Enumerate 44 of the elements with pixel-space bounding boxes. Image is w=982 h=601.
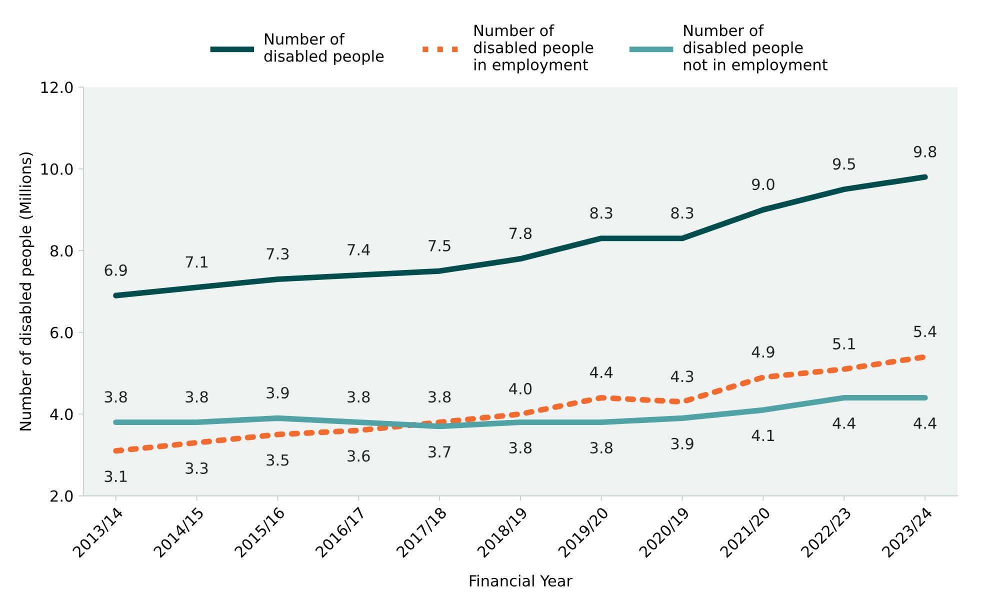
- data-label: 3.8: [509, 442, 532, 454]
- data-label: 8.3: [671, 207, 694, 219]
- data-label: 4.9: [752, 346, 774, 358]
- y-tick-label: 10.0: [41, 163, 73, 175]
- data-label: 5.1: [833, 338, 855, 350]
- data-label: 4.1: [752, 430, 774, 442]
- y-tick-label: 8.0: [50, 245, 73, 257]
- data-label: 4.0: [509, 382, 532, 394]
- data-label: 4.4: [832, 418, 856, 429]
- data-label: 7.8: [510, 228, 532, 240]
- data-label: 6.9: [104, 264, 127, 276]
- data-label: 4.4: [590, 366, 613, 378]
- data-label: 3.3: [186, 462, 208, 474]
- legend-label: Number of disabled people: [264, 32, 384, 65]
- legend-label: Number of disabled people in employment: [474, 24, 594, 74]
- y-tick-label: 4.0: [50, 408, 73, 420]
- x-axis-title: Financial Year: [470, 574, 573, 587]
- y-tick-label: 2.0: [50, 490, 73, 502]
- data-label: 3.8: [186, 391, 208, 403]
- data-label: 7.4: [348, 244, 370, 256]
- data-label: 9.8: [914, 146, 936, 158]
- legend-label: Number of disabled people not in employment: [683, 24, 828, 74]
- data-label: 3.8: [104, 391, 127, 403]
- data-label: 7.1: [186, 256, 208, 268]
- y-axis-title: Number of disabled people (Millions): [19, 152, 34, 430]
- data-label: 3.8: [348, 391, 370, 403]
- data-label: 3.8: [590, 442, 612, 454]
- data-label: 9.5: [832, 158, 855, 170]
- data-label: 9.0: [752, 178, 774, 190]
- data-label: 3.9: [671, 438, 694, 450]
- data-label: 7.3: [266, 248, 289, 260]
- data-label: 3.7: [428, 446, 450, 458]
- data-label: 4.4: [914, 418, 936, 429]
- data-label: 7.5: [428, 240, 450, 252]
- data-label: 3.9: [266, 386, 289, 399]
- data-label: 3.6: [348, 450, 370, 462]
- data-label: 4.3: [670, 370, 694, 382]
- y-tick-label: 12.0: [41, 82, 73, 94]
- data-label: 3.5: [266, 454, 288, 466]
- y-tick-label: 6.0: [50, 326, 73, 338]
- data-label: 3.8: [428, 391, 451, 403]
- data-label: 5.4: [914, 326, 936, 338]
- data-label: 3.1: [104, 470, 127, 482]
- data-label: 8.3: [590, 207, 612, 219]
